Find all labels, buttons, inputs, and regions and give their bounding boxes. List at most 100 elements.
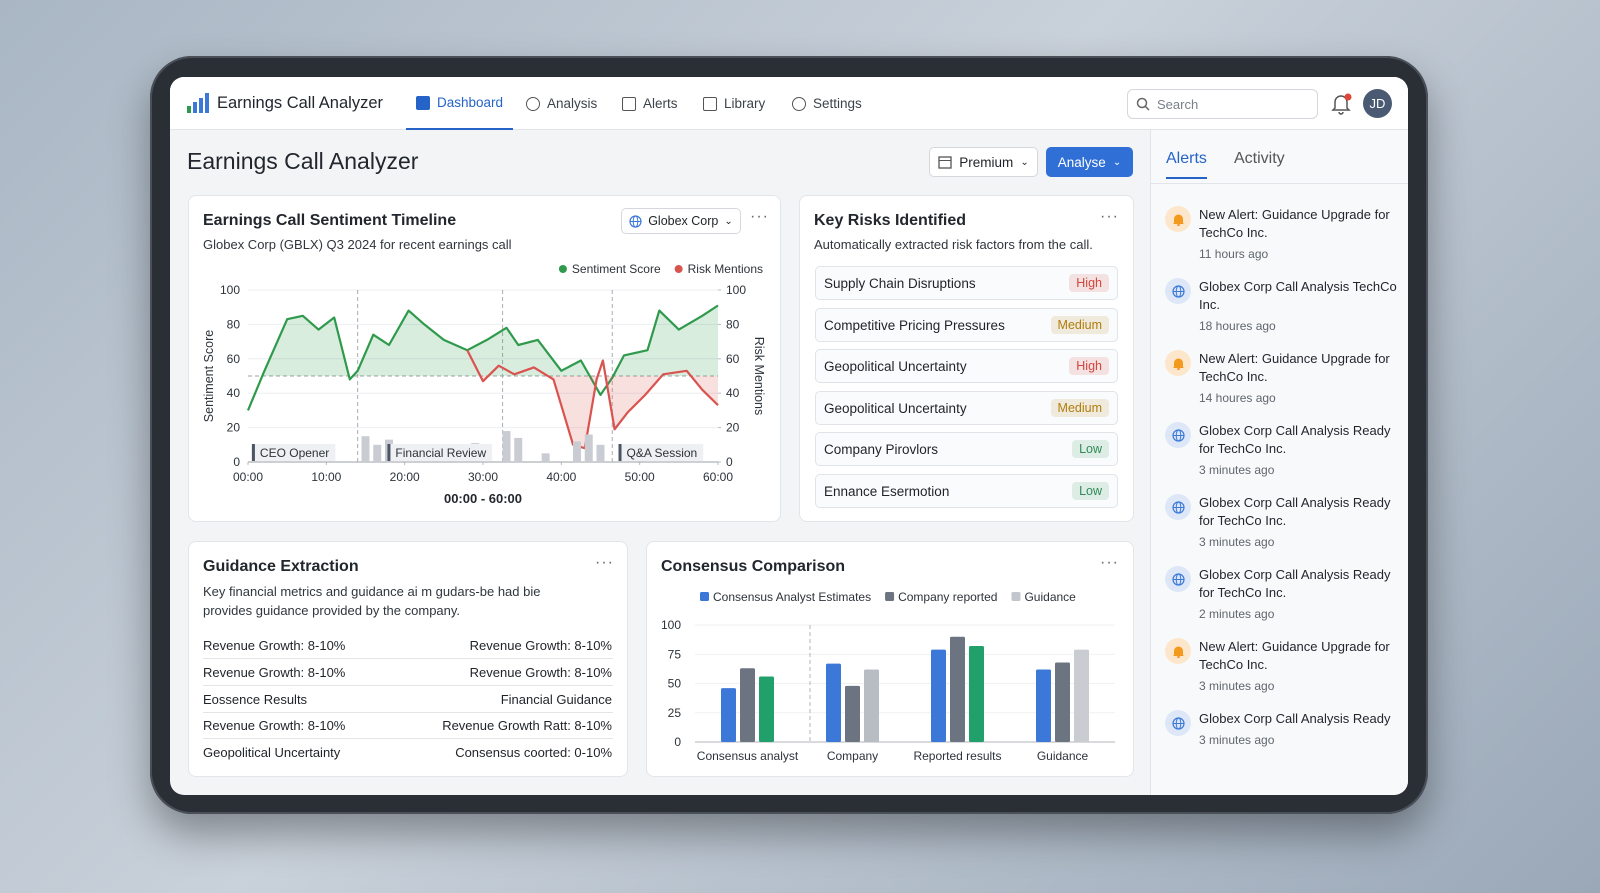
guidance-cell: Revenue Growth: 8-10% [469,638,612,653]
risk-item[interactable]: Competitive Pricing Pressures Medium [815,307,1118,342]
card-subtitle: Globex Corp (GBLX) Q3 2024 for recent ea… [203,237,512,252]
risk-item[interactable]: Geopolitical Uncertainty High [815,349,1118,383]
card-subtitle: Automatically extracted risk factors fro… [814,237,1093,252]
tab-divider [1151,183,1408,184]
alert-time: 2 minutes ago [1199,607,1275,621]
alert-time: 3 minutes ago [1199,679,1275,693]
nav-item[interactable]: Analysis [526,77,597,130]
alert-title: Globex Corp Call Analysis Ready [1199,711,1391,726]
premium-button[interactable]: Premium ⌄ [929,147,1038,177]
risk-level: High [1069,357,1109,375]
nav-item[interactable]: Settings [792,77,862,130]
alert-icon [1165,350,1191,376]
alert-item[interactable]: New Alert: Guidance Upgrade for TechCo I… [1165,206,1405,264]
risk-level: Low [1072,440,1109,458]
alert-time: 11 hours ago [1199,247,1269,261]
risk-label: Geopolitical Uncertainty [824,359,967,374]
risk-item[interactable]: Geopolitical Uncertainty Medium [815,390,1118,425]
nav-item[interactable]: Dashboard [406,77,514,130]
guidance-cell: Consensus coorted: 0-10% [455,745,612,761]
alert-title: New Alert: Guidance Upgrade for TechCo I… [1199,639,1390,672]
guidance-cell: Geopolitical Uncertainty [203,745,341,761]
alert-title: New Alert: Guidance Upgrade for TechCo I… [1199,207,1390,240]
nav-label: Alerts [643,96,678,111]
alert-item[interactable]: Globex Corp Call Analysis TechCo Inc. 18 … [1165,278,1405,336]
alert-icon [1165,422,1191,448]
more-menu[interactable]: ··· [1100,208,1119,225]
top-bar: Earnings Call Analyzer Search JD Dashboa… [170,77,1408,130]
guidance-cell: Eossence Results [203,691,308,707]
alert-icon [1165,566,1191,592]
card-description: Key financial metrics and guidance ai m … [203,584,541,618]
chevron: ⌄ [1020,156,1029,168]
alert-item[interactable]: New Alert: Guidance Upgrade for TechCo I… [1165,350,1405,408]
row-divider [203,711,613,713]
page-title: Earnings Call Analyzer [187,148,419,174]
alert-item[interactable]: New Alert: Guidance Upgrade for TechCo I… [1165,638,1405,696]
button-label: Premium [959,154,1014,170]
side-tab[interactable]: Activity [1234,150,1285,167]
alert-icon [1165,206,1191,232]
risk-level: Low [1072,481,1109,500]
guidance-cell: Revenue Growth Ratt: 8-10% [442,718,612,734]
card-title: Earnings Call Sentiment Timeline [203,212,457,229]
nav-label: Library [724,96,766,111]
alert-item[interactable]: Globex Corp Call Analysis Ready 3 minutes… [1165,710,1405,768]
alert-time: 3 minutes ago [1199,463,1275,477]
alert-icon [1165,494,1191,520]
alert-time: 18 houres ago [1199,319,1276,333]
side-tab[interactable]: Alerts [1166,150,1207,179]
risk-item[interactable]: Supply Chain Disruptions High [815,266,1118,300]
chevron: ⌄ [724,215,733,227]
guidance-cell: Revenue Growth: 8-10% [203,718,346,734]
guidance-cell: Revenue Growth: 8-10% [469,664,612,680]
search-box[interactable]: Search [1127,89,1318,119]
alert-item[interactable]: Globex Corp Call Analysis Ready for Tech… [1165,566,1405,624]
risk-item[interactable]: Company Pirovlors Low [815,432,1118,466]
chevron: ⌄ [1112,156,1122,168]
card-title: Key Risks Identified [814,212,967,229]
avatar[interactable]: JD [1363,89,1392,118]
alert-title: Globex Corp Call Analysis Ready for Tech… [1199,567,1391,600]
guidance-cell: Revenue Growth: 8-10% [203,664,346,680]
alert-icon [1165,278,1191,304]
calendar-icon [938,156,952,169]
alert-list: New Alert: Guidance Upgrade for TechCo I… [1165,206,1405,782]
risk-label: Supply Chain Disruptions [824,276,976,291]
more-menu[interactable]: ··· [595,554,614,571]
risk-level: High [1069,274,1109,292]
globe-icon [629,214,642,228]
nav-item[interactable]: Library [703,77,765,130]
alert-title: Globex Corp Call Analysis Ready for Tech… [1199,423,1391,456]
risk-label: Company Pirovlors [824,442,939,457]
button-label: Analyse [1057,154,1106,170]
more-menu[interactable]: ··· [750,208,769,225]
row-divider [203,738,613,740]
card-title: Consensus Comparison [661,558,846,575]
more-menu[interactable]: ··· [1100,554,1119,571]
nav-icon [703,96,717,111]
nav-item[interactable]: Alerts [622,77,678,130]
alert-icon [1165,638,1191,664]
nav-icon [792,96,806,111]
nav-label: Analysis [547,96,598,111]
search-placeholder: Search [1157,97,1199,112]
sentiment-card: Earnings Call Sentiment Timeline Globex … [188,195,781,522]
nav-label: Dashboard [437,95,504,110]
notification-bell[interactable] [1330,93,1352,115]
alert-item[interactable]: Globex Corp Call Analysis Ready for Tech… [1165,494,1405,552]
analyse-button[interactable]: Analyse ⌄ [1046,147,1133,177]
nav-label: Settings [813,96,862,111]
dropdown-label: Globex Corp [648,214,719,228]
risk-label: Geopolitical Uncertainty [824,400,967,416]
risk-item[interactable]: Ennance Esermotion Low [815,473,1118,508]
alert-title: Globex Corp Call Analysis Ready for Tech… [1199,495,1391,528]
row-divider [203,684,613,686]
row-divider [203,658,613,659]
alert-time: 3 minutes ago [1199,733,1275,747]
company-dropdown[interactable]: Globex Corp ⌄ [621,208,741,234]
alert-item[interactable]: Globex Corp Call Analysis Ready for Tech… [1165,422,1405,480]
consensus-card: Consensus Comparison ··· [646,541,1134,777]
